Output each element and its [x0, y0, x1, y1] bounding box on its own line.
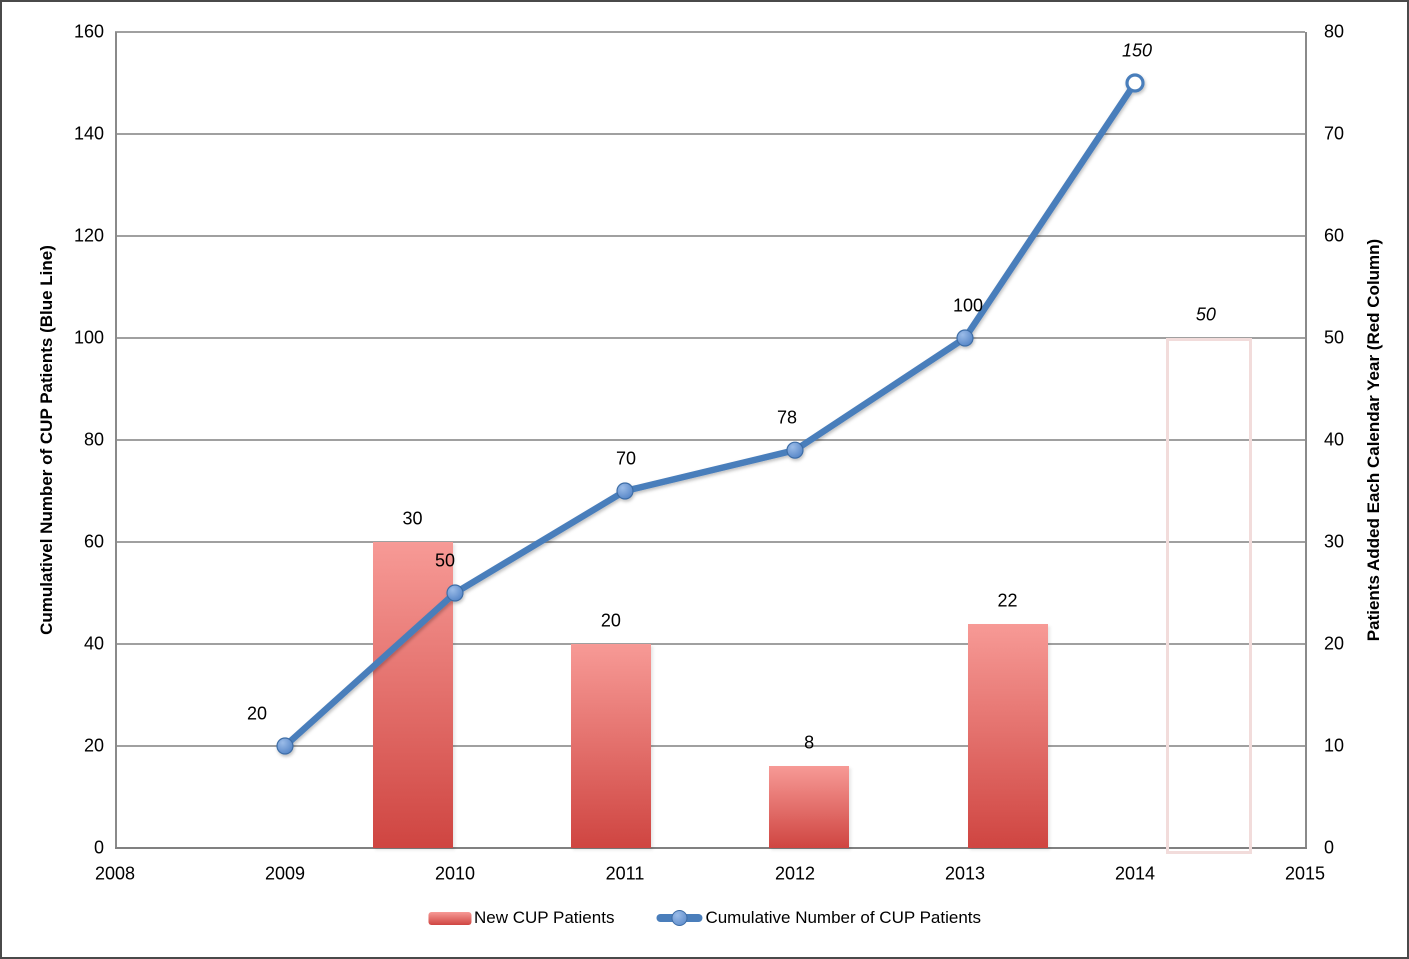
line-data-label: 150 — [1121, 40, 1153, 61]
right-tick-label: 20 — [1324, 633, 1345, 654]
line-marker-icon — [671, 910, 688, 926]
blue-line-swatch-icon — [656, 910, 703, 926]
x-axis-line — [115, 847, 1307, 849]
left-tick-label: 120 — [73, 225, 104, 246]
plot-border-right — [1305, 32, 1307, 848]
line-data-label: 70 — [615, 448, 637, 469]
left-axis-title: Cumulativel Number of CUP Patients (Blue… — [37, 245, 56, 635]
right-tick-label: 0 — [1324, 837, 1335, 858]
left-tick-label: 40 — [83, 633, 104, 654]
x-tick-label: 2013 — [944, 863, 986, 884]
right-tick-label: 10 — [1324, 735, 1345, 756]
left-tick-label: 160 — [73, 21, 104, 42]
bar-2013 — [967, 623, 1048, 848]
gridline — [115, 541, 1305, 543]
left-tick-label: 0 — [93, 837, 104, 858]
gridline — [115, 745, 1305, 747]
line-marker — [616, 482, 634, 500]
right-tick-label: 70 — [1324, 123, 1345, 144]
x-tick-label: 2009 — [264, 863, 306, 884]
x-tick-label: 2008 — [94, 863, 136, 884]
left-tick-label: 80 — [83, 429, 104, 450]
line-marker — [786, 441, 804, 459]
left-tick-label: 20 — [83, 735, 104, 756]
right-axis-title: Patients Added Each Calendar Year (Red C… — [1364, 238, 1383, 642]
gridline — [115, 337, 1305, 339]
bar-data-label: 20 — [600, 610, 621, 631]
line-marker-open — [1125, 73, 1145, 93]
legend-label: Cumulative Number of CUP Patients — [705, 908, 982, 927]
x-tick-label: 2011 — [605, 863, 645, 884]
right-tick-label: 30 — [1324, 531, 1345, 552]
bar-2012 — [769, 766, 850, 848]
bar-data-label: 50 — [1195, 304, 1216, 325]
plot-border-left — [115, 32, 117, 848]
left-tick-label: 100 — [73, 327, 104, 348]
bar-2010 — [372, 542, 453, 848]
left-tick-label: 140 — [73, 123, 104, 144]
line-data-label: 100 — [952, 295, 984, 316]
left-tick-label: 60 — [83, 531, 104, 552]
legend-item-cumulative-cup-patients: Cumulative Number of CUP Patients — [656, 908, 981, 928]
bar-data-label: 30 — [402, 508, 423, 529]
red-column-swatch-icon — [427, 911, 471, 925]
right-tick-label: 40 — [1324, 429, 1345, 450]
gridline — [115, 31, 1305, 33]
x-tick-label: 2010 — [434, 863, 476, 884]
bar-data-label: 8 — [804, 732, 815, 753]
right-tick-label: 60 — [1324, 225, 1345, 246]
gridline — [115, 235, 1305, 237]
x-tick-label: 2015 — [1284, 863, 1326, 884]
right-tick-label: 50 — [1324, 327, 1345, 348]
bar-2014 — [1165, 338, 1252, 854]
bar-2011 — [570, 644, 651, 848]
cumulative-line — [281, 79, 1139, 750]
x-tick-label: 2012 — [774, 863, 816, 884]
gridline — [115, 133, 1305, 135]
chart-legend: New CUP Patients Cumulative Number of CU… — [427, 908, 981, 928]
x-tick-label: 2014 — [1114, 863, 1156, 884]
line-marker — [446, 584, 464, 602]
gridline — [115, 439, 1305, 441]
legend-label: New CUP Patients — [473, 908, 615, 927]
legend-item-new-cup-patients: New CUP Patients — [427, 908, 615, 928]
line-data-label: 78 — [776, 407, 798, 428]
gridline — [115, 643, 1305, 645]
line-data-label: 50 — [434, 550, 456, 571]
right-tick-label: 80 — [1324, 21, 1345, 42]
bar-data-label: 22 — [997, 590, 1018, 611]
line-marker — [956, 329, 974, 347]
line-data-label: 20 — [246, 703, 268, 724]
line-marker — [276, 737, 294, 755]
